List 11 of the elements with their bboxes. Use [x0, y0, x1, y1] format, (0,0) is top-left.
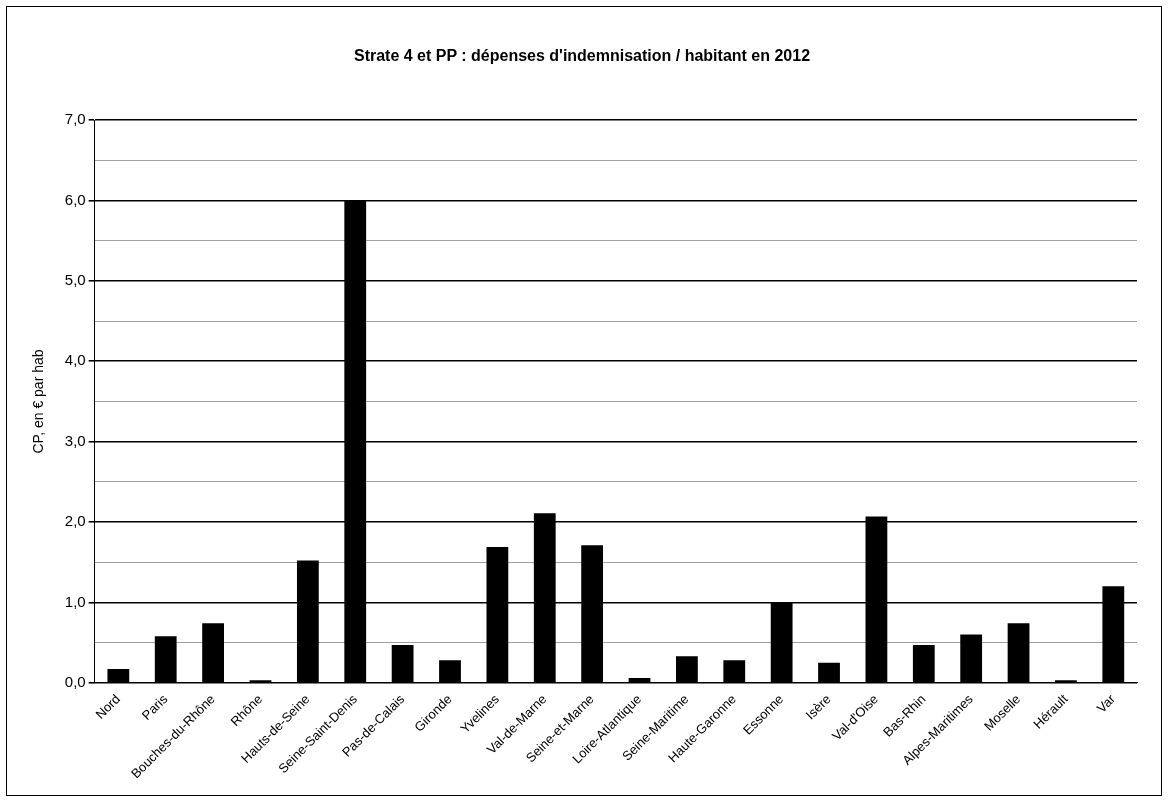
chart-title: Strate 4 et PP : dépenses d'indemnisation / habitant en 2012	[353, 47, 811, 65]
y-tick-label: 0,0	[64, 672, 86, 690]
y-tick-label: 6,0	[64, 190, 86, 208]
y-tick-label: 3,0	[64, 431, 86, 449]
y-tick-label: 1,0	[64, 592, 86, 610]
y-tick-label: 5,0	[64, 271, 86, 289]
y-tick-label: 2,0	[64, 512, 86, 530]
y-tick-label: 4,0	[64, 351, 86, 369]
y-axis-title: CP, en € par hab	[30, 349, 47, 454]
x-tick-label: Var	[1093, 690, 1119, 716]
y-tick-label: 7,0	[64, 110, 86, 128]
